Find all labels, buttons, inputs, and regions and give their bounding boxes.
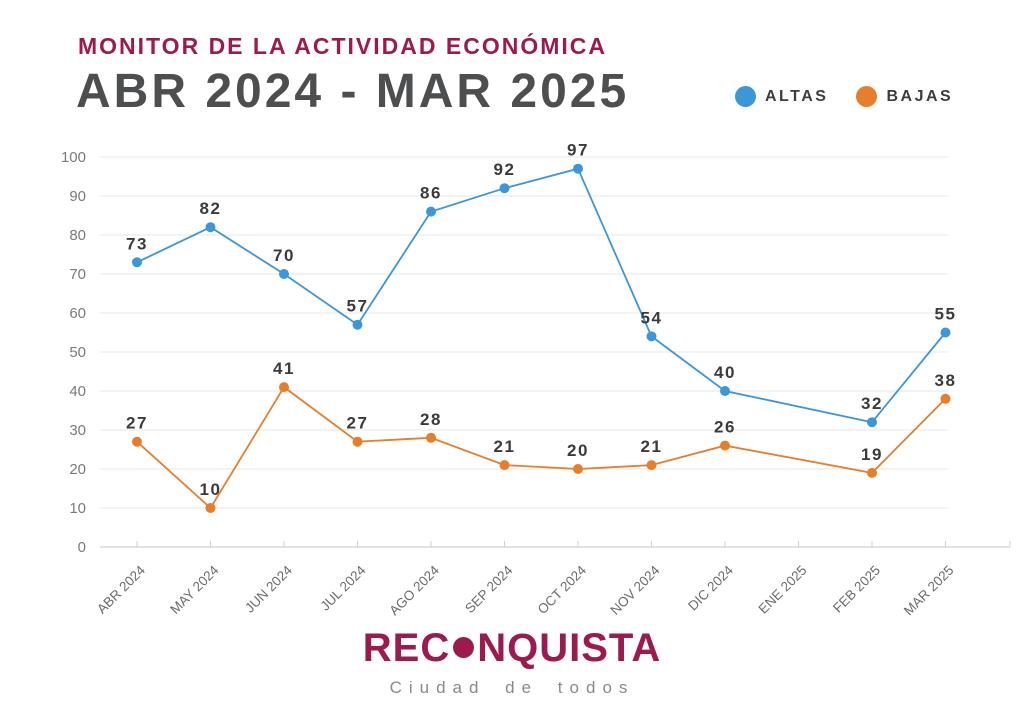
x-tick-label: SEP 2024: [462, 562, 516, 616]
y-tick-label: 20: [69, 461, 86, 478]
x-tick-label: MAR 2025: [901, 563, 957, 619]
altas-value-label: 32: [861, 394, 883, 413]
bajas-point: [426, 432, 436, 443]
bajas-value-label: 20: [567, 441, 589, 460]
chart-area: 0 10 20 30 40 50 60 70 80 90 100 ABR 2024 MAY 2024 JU…: [0, 140, 1024, 622]
x-tick-label: NOV 2024: [607, 562, 663, 618]
altas-value-label: 40: [714, 363, 736, 382]
altas-point: [426, 206, 436, 217]
reconquista-logo: REC NQUISTA: [0, 628, 1024, 668]
y-tick-label: 10: [69, 500, 86, 517]
x-tick-label: ABR 2024: [94, 562, 148, 616]
x-tick-label: ENE 2025: [755, 563, 809, 617]
altas-value-label: 97: [567, 141, 589, 160]
bajas-line: [136, 385, 947, 510]
bajas-value-label: 26: [714, 418, 736, 437]
legend-item-altas: ALTAS: [735, 86, 828, 107]
x-tick-label: AGO 2024: [386, 562, 442, 618]
logo-o-dot-icon: [453, 637, 475, 658]
x-tick-label: JUN 2024: [242, 562, 295, 615]
x-tick-label: JUL 2024: [317, 562, 368, 613]
bajas-point: [867, 467, 877, 478]
line-chart: 0 10 20 30 40 50 60 70 80 90 100 ABR 2024 MAY 2024 JU…: [61, 141, 1011, 619]
bajas-value-label: 10: [200, 480, 222, 499]
altas-value-label: 82: [200, 199, 222, 218]
y-tick-label: 90: [69, 188, 86, 205]
altas-point: [279, 269, 289, 279]
y-tick-label: 70: [69, 266, 86, 283]
logo-tagline: Ciudad de todos: [389, 678, 635, 697]
page-title: MONITOR DE LA ACTIVIDAD ECONÓMICA: [78, 33, 607, 59]
altas-value-label: 86: [420, 184, 442, 203]
bajas-point: [499, 460, 510, 471]
altas-value-label: 92: [494, 160, 516, 179]
bajas-value-label: 21: [641, 437, 663, 456]
altas-point: [499, 183, 510, 194]
logo-text-pre: REC: [362, 626, 451, 670]
altas-point: [132, 257, 142, 268]
bajas-marker-icon: [856, 86, 878, 107]
y-tick-label: 40: [69, 383, 86, 400]
y-tick-label: 100: [61, 149, 86, 166]
bajas-value-label: 38: [935, 371, 957, 390]
bajas-point: [573, 464, 583, 474]
bajas-point: [352, 436, 363, 447]
altas-value-label: 70: [273, 246, 295, 265]
altas-point: [573, 163, 583, 174]
y-tick-label: 60: [69, 305, 86, 322]
bajas-value-label: 28: [420, 410, 442, 429]
legend-label-altas: ALTAS: [765, 87, 829, 105]
altas-point: [867, 417, 877, 428]
altas-marker-icon: [735, 86, 756, 107]
altas-point: [646, 331, 657, 342]
altas-value-label: 57: [347, 297, 369, 316]
chart-legend: ALTAS BAJAS: [735, 86, 953, 107]
bajas-value-label: 27: [126, 414, 148, 433]
x-tick-label: DIC 2024: [685, 562, 736, 613]
altas-point: [205, 222, 216, 233]
altas-point: [940, 327, 951, 338]
footer: REC NQUISTA Ciudad de todos: [0, 628, 1024, 698]
altas-point: [352, 319, 363, 330]
legend-item-bajas: BAJAS: [856, 86, 953, 107]
x-tick-label: OCT 2024: [535, 562, 590, 617]
y-tick-label: 0: [78, 539, 86, 556]
bajas-point: [646, 460, 657, 471]
altas-value-label: 54: [641, 308, 663, 327]
y-tick-label: 30: [69, 422, 86, 439]
bajas-point: [720, 440, 730, 451]
bajas-point: [279, 382, 289, 393]
x-tick-label: FEB 2025: [830, 563, 883, 616]
bajas-point: [940, 393, 951, 404]
legend-label-bajas: BAJAS: [886, 87, 954, 105]
logo-text-post: NQUISTA: [477, 626, 662, 670]
date-range-title: ABR 2024 - MAR 2025: [76, 65, 630, 118]
bajas-value-label: 21: [494, 437, 516, 456]
altas-point: [720, 386, 730, 396]
bajas-point: [132, 436, 142, 447]
y-tick-label: 50: [69, 344, 86, 361]
altas-value-label: 73: [126, 234, 148, 253]
bajas-value-label: 27: [347, 414, 369, 433]
bajas-point: [205, 503, 216, 513]
bajas-value-label: 19: [861, 445, 883, 464]
y-tick-label: 80: [69, 227, 86, 244]
bajas-value-label: 41: [273, 359, 295, 378]
x-tick-label: MAY 2024: [167, 562, 222, 617]
altas-line: [136, 167, 947, 424]
altas-value-label: 55: [935, 305, 957, 324]
